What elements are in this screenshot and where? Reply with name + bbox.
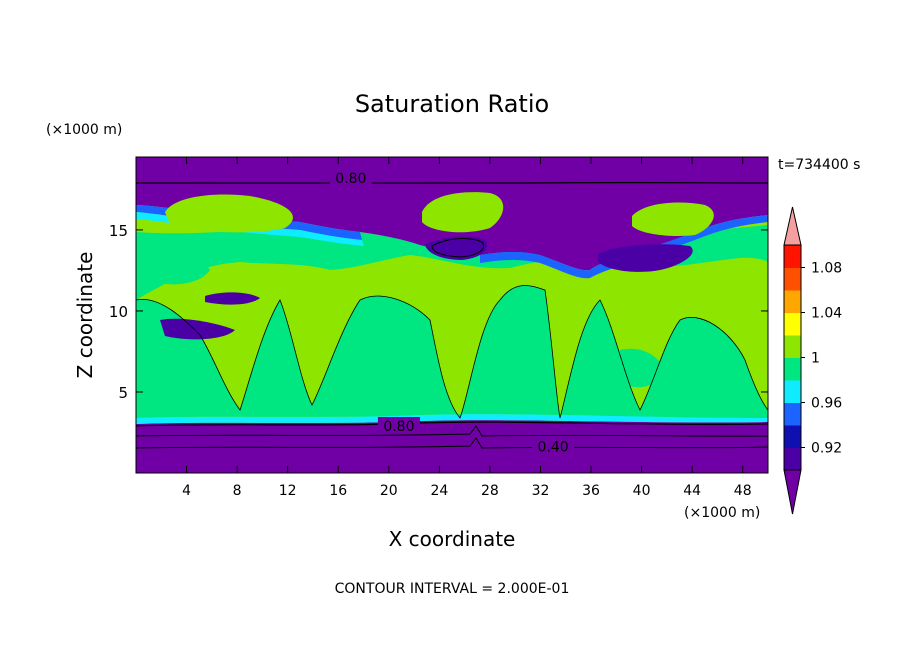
contour-line-lower-060 [136, 425, 768, 437]
dry-pocket-4 [205, 292, 260, 305]
colorbar-segment [784, 335, 801, 358]
contour-label-background [532, 437, 575, 455]
contour-label-background [377, 417, 420, 435]
y-axis-ticks: 5 10 15 [109, 222, 768, 402]
dry-pocket-3 [160, 318, 235, 340]
x-tick-label: 36 [582, 483, 600, 499]
contour-label-background [329, 169, 372, 187]
contour-line-lower-040 [136, 437, 768, 449]
y-unit-label: (×1000 m) [46, 122, 122, 138]
colorbar-segment [784, 425, 801, 448]
mid-green-patch-a [150, 248, 210, 285]
colorbar-segment [784, 245, 801, 268]
colorbar-segment [784, 447, 801, 471]
x-tick-label: 48 [734, 483, 752, 499]
x-tick-label: 8 [233, 483, 242, 499]
x-tick-label: 12 [279, 483, 297, 499]
contour-line-lower-080 [136, 421, 768, 427]
contour-line-upper-080 [136, 181, 768, 184]
contour-line-dry-pocket [431, 238, 484, 258]
upper-green-lens-1 [165, 194, 293, 233]
chart-title: Saturation Ratio [355, 90, 549, 118]
x-axis-ticks: 4 8 12 16 20 24 28 32 36 40 44 48 [182, 157, 752, 499]
upper-green-lens-2 [422, 192, 504, 233]
x-tick-label: 32 [532, 483, 550, 499]
y-tick-label: 10 [109, 303, 128, 321]
x-unit-label: (×1000 m) [684, 505, 760, 521]
y-tick-label: 15 [109, 222, 128, 240]
colorbar-label: 0.92 [811, 441, 842, 457]
colorbar-under-triangle [783, 469, 802, 515]
plot-field [136, 157, 768, 473]
contour-labels: 0.80 0.80 0.40 [329, 169, 575, 455]
contour-interval-footer: CONTOUR INTERVAL = 2.000E-01 [335, 581, 570, 597]
x-tick-label: 24 [430, 483, 448, 499]
lower-edge-cyan [136, 414, 768, 424]
contour-line-cloud-tops [136, 285, 768, 419]
y-axis-label: Z coordinate [73, 252, 97, 379]
y-tick-label: 5 [118, 384, 128, 402]
colorbar-segment [784, 312, 801, 336]
colorbar-segment [784, 402, 801, 426]
x-axis-label: X coordinate [389, 527, 516, 551]
colorbar-label: 1.08 [811, 261, 842, 277]
contour-label: 0.80 [383, 419, 414, 435]
mid-saturated-region [136, 285, 768, 418]
x-tick-label: 16 [329, 483, 347, 499]
x-tick-label: 28 [481, 483, 499, 499]
colorbar-segment [784, 380, 801, 403]
x-tick-label: 44 [683, 483, 701, 499]
colorbar-segment [784, 290, 801, 313]
colorbar-label: 1.04 [811, 306, 842, 322]
contour-label: 0.40 [538, 439, 569, 455]
upper-right-blue-edge [480, 215, 768, 279]
colorbar-label: 0.96 [811, 396, 842, 412]
x-tick-label: 40 [633, 483, 651, 499]
dry-pocket-2 [598, 244, 693, 272]
time-label: t=734400 s [778, 157, 860, 173]
colorbar-label: 1 [811, 351, 820, 367]
x-tick-label: 4 [182, 483, 191, 499]
x-tick-label: 20 [380, 483, 398, 499]
colorbar-segment [784, 357, 801, 381]
colorbar: 0.92 0.96 1 1.04 1.08 [783, 206, 842, 515]
colorbar-over-triangle [783, 206, 802, 246]
colorbar-segment [784, 267, 801, 291]
plot-frame [135, 156, 769, 474]
contour-label: 0.80 [335, 171, 366, 187]
upper-green-lens-3 [632, 202, 714, 236]
